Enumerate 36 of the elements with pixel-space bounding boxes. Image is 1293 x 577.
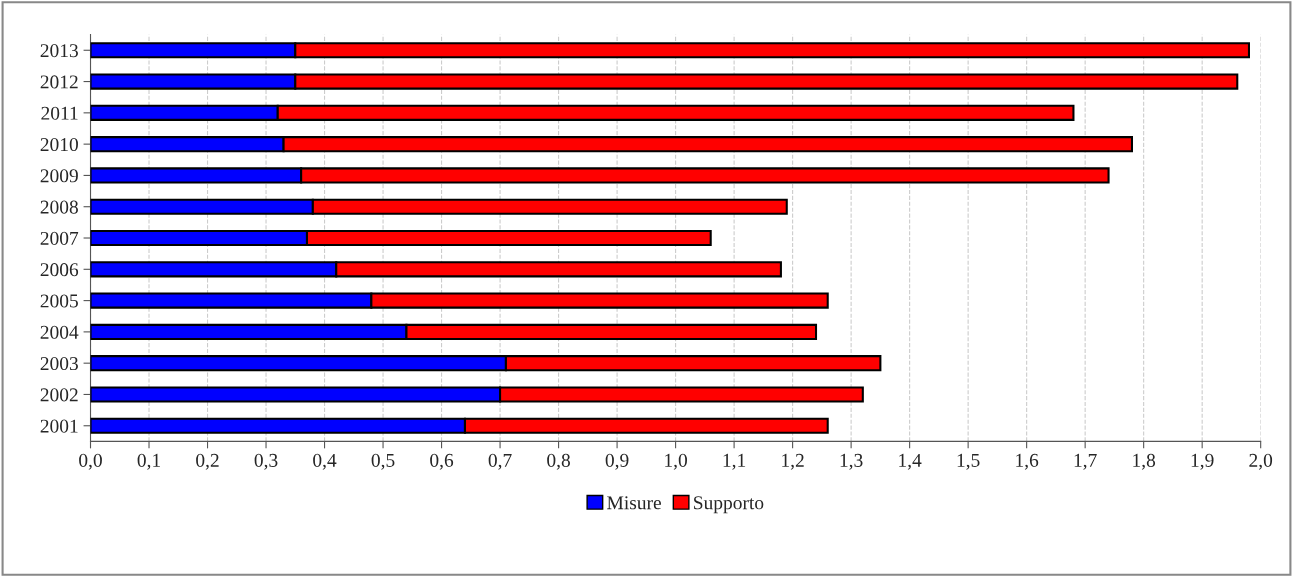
x-tick-label: 0,9: [605, 453, 629, 470]
x-tick-label: 1,4: [899, 453, 922, 470]
y-tick-label: 2001: [40, 419, 78, 433]
x-tick-label: 1,2: [782, 453, 804, 470]
y-tick-label: 2006: [40, 263, 79, 277]
x-tick-label: 1,6: [1016, 453, 1039, 470]
x-tick-label: 1,3: [840, 453, 863, 470]
x-tick-label: 1,8: [1133, 453, 1156, 470]
y-tick-label: 2013: [40, 44, 78, 58]
x-tick-label: 0,1: [137, 453, 160, 470]
x-tick-label: 1,1: [723, 453, 746, 470]
x-tick-label: 1,0: [665, 453, 687, 470]
x-tick-label: 0,4: [313, 453, 337, 470]
legend-label: Misure: [607, 496, 661, 510]
x-tick-label: 0,3: [254, 453, 278, 470]
y-tick-label: 2009: [40, 169, 78, 183]
x-tick-label: 0,8: [547, 453, 570, 470]
y-tick-label: 2004: [40, 325, 79, 339]
y-tick-label: 2005: [40, 294, 78, 308]
x-tick-label: 1,9: [1191, 453, 1214, 470]
y-tick-label: 2008: [40, 200, 78, 214]
legend-label: Supporto: [694, 496, 764, 514]
y-tick-label: 2002: [40, 388, 78, 402]
x-tick-label: 0,6: [430, 453, 454, 470]
x-tick-label: 2,0: [1249, 453, 1273, 470]
y-tick-label: 2003: [40, 356, 78, 371]
x-tick-label: 0,2: [196, 453, 219, 470]
x-tick-label: 0,7: [488, 453, 512, 470]
y-tick-label: 2007: [40, 231, 79, 245]
x-tick-label: 1,5: [957, 453, 980, 470]
x-tick-label: 0,0: [79, 453, 102, 470]
y-tick-label: 2011: [41, 106, 78, 120]
y-tick-label: 2012: [40, 75, 78, 89]
y-tick-label: 2010: [40, 137, 78, 152]
x-tick-label: 0,5: [371, 453, 395, 470]
x-tick-label: 1,7: [1074, 453, 1097, 470]
